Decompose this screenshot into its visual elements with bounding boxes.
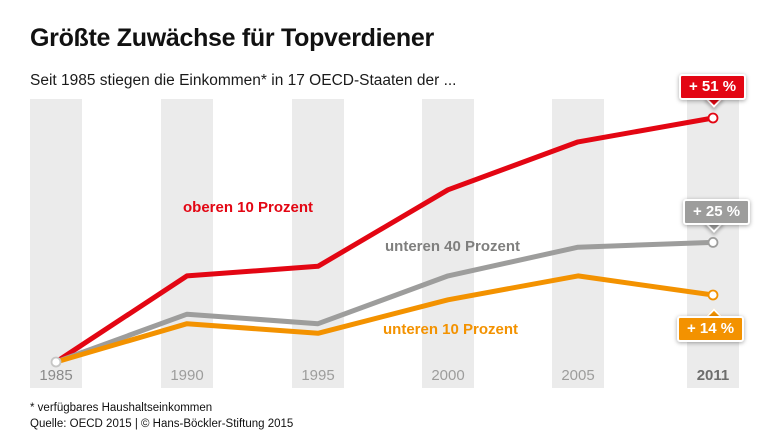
series-label-bottom-40-percent: unteren 40 Prozent xyxy=(385,238,521,255)
page-subtitle: Seit 1985 stiegen die Einkommen* in 17 O… xyxy=(30,72,457,89)
x-axis-label: 2000 xyxy=(431,367,465,384)
line-end-marker xyxy=(707,112,719,124)
footnote: * verfügbares Haushaltseinkommen xyxy=(30,402,213,414)
line-series xyxy=(53,273,716,365)
grid-band xyxy=(30,99,82,388)
series-label-top-10-percent: oberen 10 Prozent xyxy=(183,199,314,216)
page-title: Größte Zuwächse für Topverdiener xyxy=(30,24,434,52)
line-start-marker xyxy=(50,356,62,368)
series-label-bottom-10-percent: unteren 10 Prozent xyxy=(383,321,519,338)
grid-band xyxy=(292,99,344,388)
grid-band xyxy=(422,99,474,388)
line-end-marker xyxy=(707,236,719,248)
value-badge-top-10-percent: + 51 % xyxy=(679,74,747,108)
line-series xyxy=(53,239,716,365)
value-badge-bottom-10-percent: + 14 % xyxy=(677,308,745,342)
value-badge-bottom-40-percent: + 25 % xyxy=(683,199,751,233)
source-line: Quelle: OECD 2015 | © Hans-Böckler-Stift… xyxy=(30,418,294,430)
x-axis-label: 1985 xyxy=(39,367,73,384)
x-axis-label: 2005 xyxy=(561,367,595,384)
line-series xyxy=(53,115,716,365)
x-axis-label: 1990 xyxy=(170,367,204,384)
x-axis-label: 2011 xyxy=(696,367,730,384)
x-axis-label: 1995 xyxy=(301,367,335,384)
line-end-marker xyxy=(707,289,719,301)
grid-band xyxy=(161,99,213,388)
